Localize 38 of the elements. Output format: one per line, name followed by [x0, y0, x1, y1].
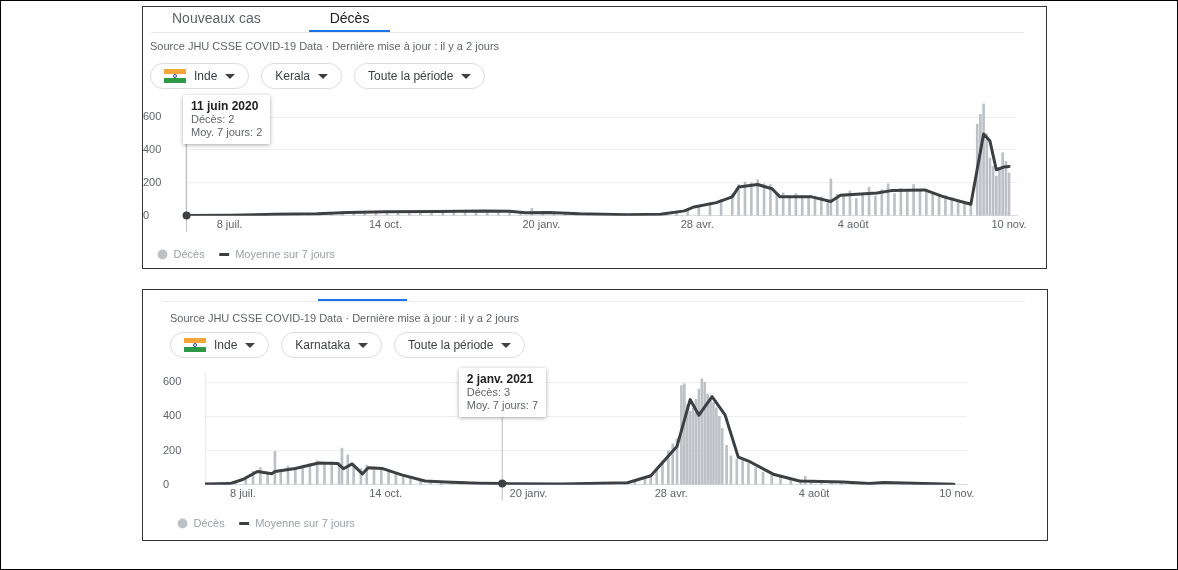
source-note: Source JHU CSSE COVID-19 Data · Dernière mise à jour : il y a 2 jours: [170, 312, 520, 324]
text: Décès: [308, 7, 391, 32]
x-tick-label: 20 janv.: [522, 218, 561, 231]
text: Kerala: [275, 69, 311, 83]
y-tick-label: 600: [163, 375, 182, 388]
x-tick-label: 8 juil.: [216, 218, 243, 231]
y-tick-label: 400: [143, 143, 162, 155]
x-tick-label: 28 avr.: [654, 487, 688, 500]
x-tick-label: 10 nov.: [991, 218, 1027, 231]
text: Toute la période: [408, 338, 494, 352]
legend-label: Moyenne sur 7 jours: [235, 247, 336, 260]
text: Nouveaux cas: [171, 9, 262, 28]
legend-label: Décès: [193, 516, 226, 529]
tooltip: 11 juin 2020 Décès: 2 Moy. 7 jours: 2: [183, 94, 271, 144]
ref-line-label: 2 janv. 2021 Décès: 3 Moy. 7 jours: 7: [466, 371, 539, 412]
text: Karnataka: [295, 338, 351, 352]
x-tick-label: 14 oct.: [369, 487, 403, 500]
source-note: Source JHU CSSE COVID-19 Data · Dernière mise à jour : il y a 2 jours: [150, 40, 500, 52]
y-tick-label: 400: [163, 409, 182, 422]
x-tick-label: 4 août: [798, 487, 830, 500]
y-tick-label: 200: [163, 443, 182, 456]
x-tick-label: 8 juil.: [230, 487, 256, 500]
text: Inde: [194, 69, 218, 83]
y-tick-label: 0: [143, 208, 150, 221]
x-tick-label: 4 août: [837, 218, 869, 231]
text: Toute la période: [368, 69, 454, 83]
x-tick-label: 10 nov.: [939, 487, 975, 500]
text: Inde: [214, 338, 238, 352]
x-tick-label: 14 oct.: [368, 218, 402, 231]
legend-label: Décès: [173, 247, 206, 260]
y-tick-label: 0: [163, 477, 170, 490]
y-tick-label: 600: [143, 110, 162, 123]
ref-line-label: 11 juin 2020 Décès: 2 Moy. 7 jours: 2: [191, 98, 263, 139]
y-tick-label: 200: [143, 175, 162, 188]
tooltip: 2 janv. 2021 Décès: 3 Moy. 7 jours: 7: [458, 367, 547, 417]
legend-label: Moyenne sur 7 jours: [255, 516, 356, 529]
x-tick-label: 28 avr.: [680, 218, 714, 231]
x-tick-label: 20 janv.: [509, 487, 548, 500]
